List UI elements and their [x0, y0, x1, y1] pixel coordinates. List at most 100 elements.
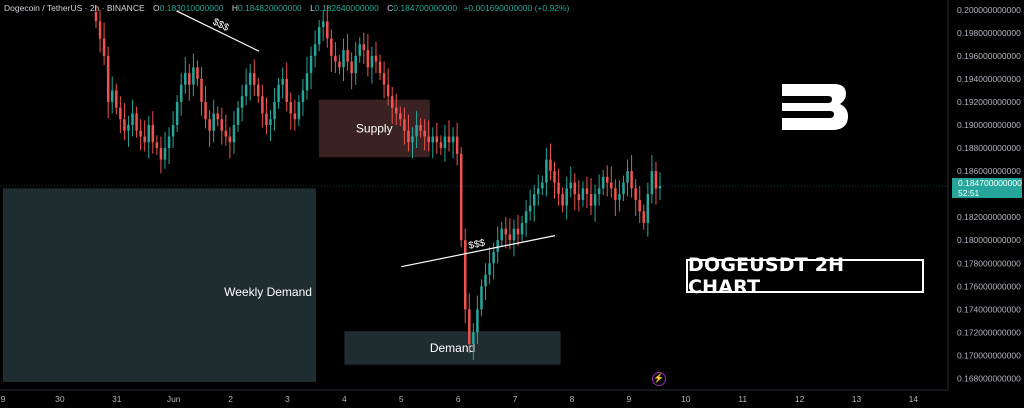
candle-body [358, 44, 361, 56]
candle-body [614, 188, 617, 200]
candle-body [232, 124, 236, 143]
candle-body [317, 27, 321, 45]
candle-body [167, 136, 171, 149]
candle-body [293, 113, 297, 120]
x-tick-label: 3 [285, 394, 290, 404]
candle-body [269, 119, 272, 125]
liquidity-line [176, 10, 260, 52]
candle-body [532, 194, 536, 206]
candle-body [163, 148, 167, 160]
current-price-tag: 0.184700000000 52:51 [952, 178, 1022, 198]
open-value: 0.183010000000 [159, 3, 224, 13]
candle-body [610, 182, 613, 189]
demand-zone [344, 331, 561, 365]
change-value: +0.001690000000 (+0.92%) [463, 3, 570, 13]
candle-body [601, 176, 605, 189]
candle-body [455, 136, 459, 154]
candle-body [224, 130, 228, 137]
candle-body [484, 274, 487, 287]
y-tick-label: 0.178000000000 [957, 258, 1021, 268]
candle-body [110, 90, 114, 102]
candle-body [447, 136, 451, 143]
candle-body [98, 21, 102, 39]
candle-body [334, 55, 337, 62]
candle-body [362, 44, 366, 51]
candle-body [370, 55, 374, 68]
y-tick-label: 0.188000000000 [957, 143, 1021, 153]
y-tick-label: 0.186000000000 [957, 166, 1021, 176]
candle-body [313, 44, 317, 56]
candle-body [171, 124, 175, 137]
liquidity-line [401, 235, 556, 268]
candle-body [561, 194, 564, 206]
candle-body [545, 159, 548, 183]
high-value: 0.184820000000 [237, 3, 302, 13]
candle-body [403, 119, 406, 131]
lightning-icon[interactable]: ⚡ [652, 372, 666, 386]
candle-body [642, 211, 646, 223]
candle-body [634, 188, 637, 200]
candle-body [196, 67, 199, 79]
candle-body [492, 251, 495, 264]
x-tick-label: Jun [167, 394, 181, 404]
candle-body [504, 228, 508, 235]
candle-body [459, 153, 463, 241]
low-value: 0.182640000000 [314, 3, 379, 13]
candle-body [240, 96, 244, 108]
candle-body [119, 107, 122, 120]
x-tick-label: 9 [1, 394, 6, 404]
brand-b-logo-icon [782, 84, 848, 130]
candle-body [155, 142, 159, 149]
candle-body [208, 119, 211, 131]
candle-body [516, 228, 520, 235]
bar-countdown: 52:51 [958, 187, 980, 198]
candles-layer [94, 5, 662, 361]
candle-body [321, 21, 325, 28]
high-label: H [231, 3, 238, 13]
candle-body [638, 199, 641, 212]
candle-body [297, 101, 301, 120]
x-tick-label: 9 [627, 394, 632, 404]
x-tick-label: 12 [795, 394, 805, 404]
candle-body [374, 55, 378, 62]
y-tick-label: 0.200000000000 [957, 5, 1021, 15]
candle-body [476, 309, 479, 333]
candle-body [565, 188, 568, 206]
candle-body [236, 107, 240, 125]
candle-body [512, 228, 516, 241]
close-label: C [387, 3, 394, 13]
candle-body [261, 96, 264, 114]
supply-zone [318, 99, 430, 158]
candle-body [305, 73, 309, 91]
candle-body [342, 50, 345, 68]
candle-body [102, 38, 106, 56]
candle-body [399, 113, 402, 120]
symbol-label: Dogecoin / TetherUS · 2h · BINANCE [4, 3, 145, 13]
x-tick-label: 31 [112, 394, 122, 404]
x-tick-label: 2 [228, 394, 233, 404]
y-axis-background [948, 0, 1024, 408]
y-tick-label: 0.196000000000 [957, 51, 1021, 61]
x-tick-label: 8 [570, 394, 575, 404]
candle-body [188, 73, 191, 85]
candle-body [248, 73, 252, 85]
candle-body [382, 73, 386, 85]
x-tick-label: 5 [399, 394, 404, 404]
candle-body [94, 12, 98, 22]
candle-body [257, 84, 260, 97]
candle-body [541, 182, 544, 189]
candle-body [390, 96, 394, 108]
candle-body [480, 286, 483, 310]
candle-body [443, 136, 447, 149]
candle-body [244, 84, 248, 97]
candle-body [139, 130, 142, 137]
candle-body [289, 101, 293, 114]
candle-body [427, 136, 430, 143]
x-tick-label: 30 [55, 394, 65, 404]
candle-body [179, 84, 183, 102]
x-tick-label: 7 [513, 394, 518, 404]
candle-body [654, 171, 658, 189]
y-tick-label: 0.182000000000 [957, 212, 1021, 222]
candle-body [212, 113, 215, 131]
